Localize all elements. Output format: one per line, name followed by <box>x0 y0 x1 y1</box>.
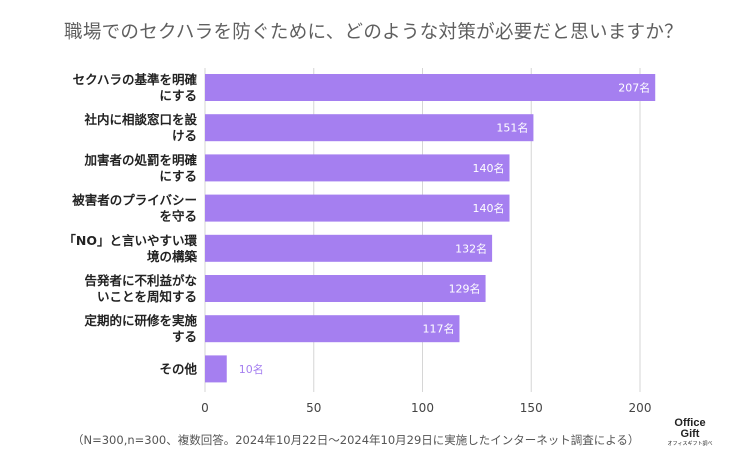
category-label: 加害者の処罰を明確 <box>83 152 197 167</box>
category-label: 境の構築 <box>147 249 198 264</box>
category-label: いことを周知する <box>97 289 197 304</box>
category-label: する <box>172 329 197 344</box>
bar-value-label: 151名 <box>496 121 528 135</box>
logo-caption: オフィスギフト調べ <box>667 441 713 447</box>
bar <box>205 74 656 101</box>
category-label: 社内に相談窓口を設 <box>83 112 197 127</box>
bar-value-label: 140名 <box>473 201 505 215</box>
bar-value-label: 129名 <box>449 282 481 296</box>
category-label: ける <box>172 128 197 143</box>
x-tick-label: 0 <box>201 401 209 415</box>
x-axis-ticks: 0 50 100 150 200 <box>201 401 651 415</box>
logo-line-1: Office <box>674 417 706 429</box>
category-label: 告発者に不利益がな <box>84 273 197 288</box>
office-gift-logo: Office Gift オフィスギフト調べ <box>665 418 715 448</box>
bar <box>205 114 534 142</box>
survey-footnote: （N=300,n=300、複数回答。2024年10月22日〜2024年10月29… <box>72 433 640 447</box>
bar-value-label: 10名 <box>239 362 264 376</box>
bar <box>205 234 493 262</box>
bar <box>205 315 460 343</box>
category-labels: セクハラの基準を明確にする社内に相談窓口を設ける加害者の処罰を明確にする被害者の… <box>63 72 197 376</box>
bar <box>205 275 486 302</box>
bars: 207名 151名 140名 140名 132名 129名 117名 10名 <box>205 74 656 383</box>
chart-title: 職場でのセクハラを防ぐために、どのような対策が必要だと思いますか？ <box>64 22 683 43</box>
category-label: 被害者のプライバシー <box>72 193 197 208</box>
bar-value-label: 207名 <box>618 81 650 95</box>
category-label: 「NO」と言いやすい環 <box>63 233 197 248</box>
category-label: を守る <box>159 209 197 224</box>
category-label: その他 <box>159 361 197 376</box>
bar <box>205 154 510 182</box>
x-tick-label: 150 <box>520 401 543 415</box>
logo-line-2: Gift <box>680 428 700 440</box>
bar-value-label: 117名 <box>422 322 454 336</box>
x-tick-label: 200 <box>629 401 652 415</box>
x-tick-label: 100 <box>411 401 434 415</box>
category-label: 定期的に研修を実施 <box>83 313 197 328</box>
x-tick-label: 50 <box>306 401 321 415</box>
bar-value-label: 132名 <box>455 241 487 255</box>
bar <box>205 355 227 383</box>
bar-value-label: 140名 <box>473 161 505 175</box>
category-label: にする <box>159 88 197 103</box>
category-label: にする <box>159 168 197 183</box>
bar <box>205 194 510 222</box>
category-label: セクハラの基準を明確 <box>73 72 198 87</box>
